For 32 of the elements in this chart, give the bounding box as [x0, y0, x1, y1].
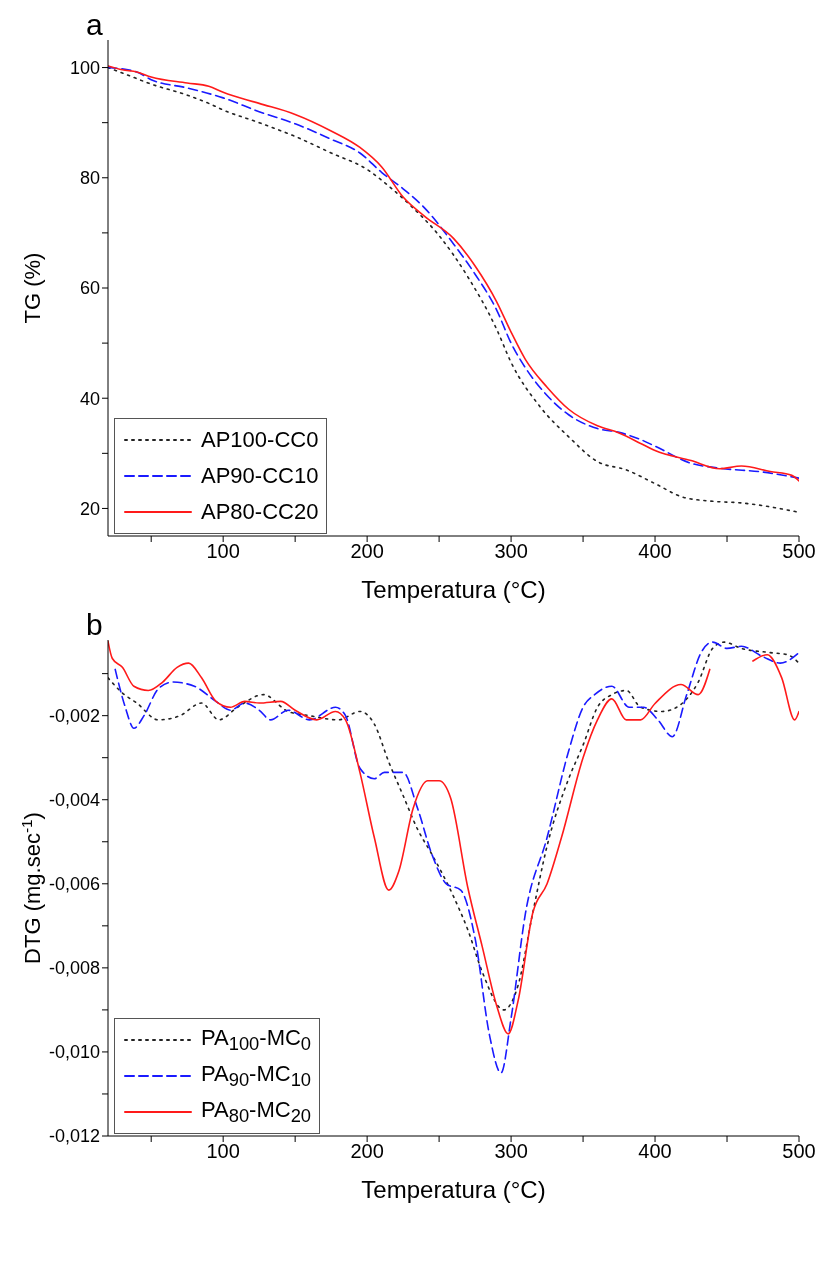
y-tick-label: 80	[79, 168, 100, 189]
x-tick-label: 100	[206, 540, 240, 563]
x-axis-title: Temperatura (°C)	[361, 1176, 546, 1203]
y-axis-title: TG (%)	[20, 252, 45, 324]
y-tick-label: -0,002	[48, 706, 100, 727]
x-tick-label: 300	[494, 1140, 528, 1163]
x-tick-label: 400	[638, 540, 672, 563]
x-axis-title: Temperatura (°C)	[361, 576, 546, 603]
x-tick-label: 500	[782, 1140, 816, 1163]
x-tick-label: 400	[638, 1140, 672, 1163]
y-tick-label: -0,010	[48, 1042, 100, 1063]
x-tick-label: 500	[782, 540, 816, 563]
chart-title: a	[86, 8, 103, 42]
x-tick-label: 200	[350, 1140, 384, 1163]
x-tick-label: 200	[350, 540, 384, 563]
legend-label: AP90-CC10	[201, 463, 319, 489]
legend-label: PA$_{80}$-MC$_{20}$	[201, 1096, 312, 1128]
y-tick-label: 60	[79, 278, 100, 299]
y-tick-label: 40	[79, 388, 100, 409]
legend-label: PA$_{100}$-MC$_{0}$	[201, 1024, 312, 1056]
y-tick-label: -0,012	[48, 1126, 100, 1147]
x-tick-label: 100	[206, 1140, 240, 1163]
legend-label: AP80-CC20	[201, 499, 319, 525]
x-tick-label: 300	[494, 540, 528, 563]
y-tick-label: -0,008	[48, 958, 100, 979]
legend-label: PA$_{90}$-MC$_{10}$	[201, 1060, 312, 1092]
y-tick-label: 20	[79, 498, 100, 519]
y-tick-label: -0,004	[48, 790, 100, 811]
y-tick-label: -0,006	[48, 874, 100, 895]
legend-label: AP100-CC0	[201, 427, 319, 453]
y-tick-label: 100	[69, 57, 100, 78]
chart-title: b	[86, 608, 103, 642]
